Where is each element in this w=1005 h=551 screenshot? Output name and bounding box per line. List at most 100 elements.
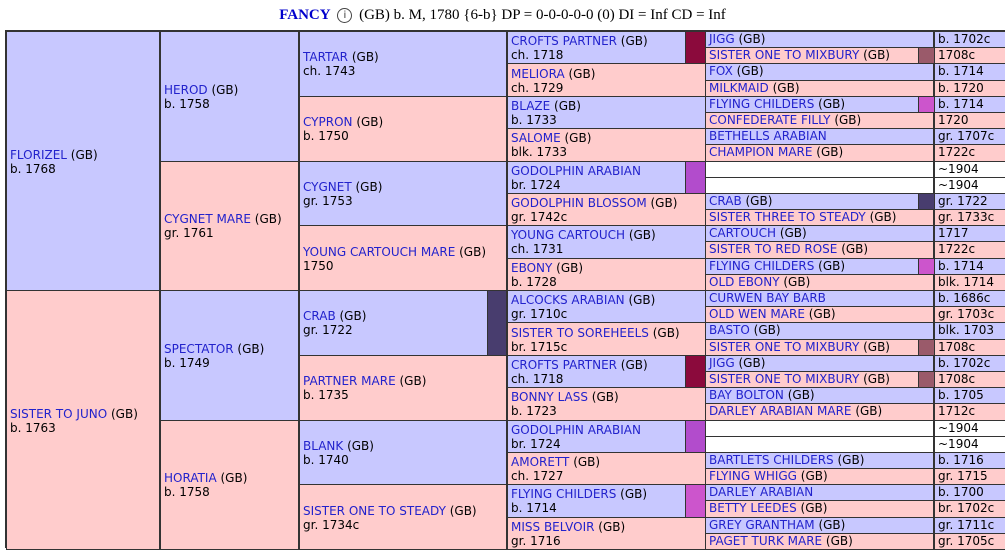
horse-name-link[interactable]: YOUNG CARTOUCH: [511, 228, 626, 243]
horse-name-link[interactable]: PARTNER MARE: [303, 374, 396, 389]
horse-name-link[interactable]: SISTER ONE TO MIXBURY: [709, 371, 860, 386]
horse-name-link[interactable]: TARTAR: [303, 50, 349, 65]
horse-country: (GB): [107, 406, 138, 421]
gen5-year-11: gr. 1733c: [934, 209, 1005, 227]
horse-name-link[interactable]: SISTER ONE TO MIXBURY: [709, 339, 860, 354]
horse-name-link[interactable]: SISTER TO RED ROSE: [709, 242, 838, 257]
horse-name-link[interactable]: JIGG: [709, 355, 735, 370]
gen4-horse-6: YOUNG CARTOUCH (GB) ch. 1731: [507, 225, 707, 259]
horse-name-link[interactable]: CURWEN BAY BARB: [709, 291, 826, 305]
horse-country: (GB): [822, 533, 853, 548]
gen5-year-25: ~1904: [934, 435, 1005, 453]
horse-name-link[interactable]: CYGNET MARE: [164, 212, 251, 227]
horse-name-link[interactable]: CHAMPION MARE: [709, 145, 813, 160]
horse-name-link[interactable]: OLD EBONY: [709, 274, 780, 289]
gen5-horse-7: CHAMPION MARE (GB): [705, 144, 934, 162]
horse-year: b. 1750: [303, 129, 349, 144]
horse-name-link[interactable]: BLAZE: [511, 98, 551, 113]
horse-name-link[interactable]: CROFTS PARTNER: [511, 357, 617, 372]
horse-name-link[interactable]: GODOLPHIN ARABIAN: [511, 163, 641, 178]
horse-year: 1750: [303, 258, 334, 273]
gen3-horse-2: CYGNET (GB) gr. 1753: [299, 160, 507, 227]
horse-name-link[interactable]: FLYING CHILDERS: [511, 487, 617, 502]
horse-name-link[interactable]: BONNY LASS: [511, 390, 588, 405]
horse-name-link[interactable]: EBONY: [511, 260, 553, 275]
horse-name-link[interactable]: FOX: [709, 64, 733, 79]
gen5-year-9: ~1904: [934, 176, 1005, 194]
horse-country: (GB): [216, 471, 248, 486]
gen5-horse-8: [705, 160, 934, 178]
gen5-horse-20: JIGG (GB): [705, 354, 934, 372]
horse-name-link[interactable]: SPECTATOR: [164, 341, 234, 356]
info-icon[interactable]: i: [337, 8, 353, 23]
horse-name-link[interactable]: DARLEY ARABIAN: [709, 485, 814, 500]
horse-name-link[interactable]: JIGG: [709, 32, 735, 46]
horse-name-link[interactable]: MISS BELVOIR: [511, 519, 595, 534]
horse-name-link[interactable]: BAY BOLTON: [709, 388, 784, 403]
horse-name-link[interactable]: FLYING CHILDERS: [709, 258, 815, 273]
gen1-horse-0: FLORIZEL (GB) b. 1768: [6, 31, 160, 291]
horse-name-link[interactable]: FLYING CHILDERS: [709, 96, 815, 111]
horse-name-link[interactable]: GREY GRANTHAM: [709, 517, 815, 532]
duplicate-marker-godolphin-arabian: [685, 419, 706, 453]
horse-name-link[interactable]: SALOME: [511, 131, 561, 146]
horse-name-link[interactable]: HEROD: [164, 82, 208, 97]
horse-name-link[interactable]: CARTOUCH: [709, 226, 777, 241]
horse-country: (GB): [796, 501, 828, 516]
horse-name-link[interactable]: CONFEDERATE FILLY: [709, 112, 831, 127]
gen5-horse-31: PAGET TURK MARE (GB): [705, 532, 934, 550]
horse-name-link[interactable]: SISTER TO JUNO: [10, 406, 108, 421]
gen5-horse-3: MILKMAID (GB): [705, 79, 934, 97]
horse-country: (GB): [594, 519, 626, 534]
horse-year: gr. 1753: [303, 193, 353, 208]
horse-name-link[interactable]: SISTER ONE TO STEADY: [303, 503, 446, 518]
horse-name-link[interactable]: DARLEY ARABIAN MARE: [709, 404, 852, 419]
horse-year: blk. 1733: [511, 145, 568, 160]
horse-name-link[interactable]: FLYING WHIGG: [709, 469, 797, 484]
horse-name-link[interactable]: CRAB: [303, 309, 336, 324]
horse-country: (GB): [624, 293, 656, 308]
horse-name-link[interactable]: CROFTS PARTNER: [511, 34, 617, 49]
horse-name-link[interactable]: HORATIA: [164, 471, 217, 486]
horse-name-link[interactable]: GODOLPHIN ARABIAN: [511, 422, 641, 437]
horse-name-link[interactable]: BARTLETS CHILDERS: [709, 452, 834, 467]
horse-country: (GB): [851, 404, 883, 419]
horse-name-link[interactable]: BASTO: [709, 323, 750, 338]
horse-name-link[interactable]: MILKMAID: [709, 80, 769, 95]
pedigree-table: FLORIZEL (GB) b. 1768 SISTER TO JUNO (GB) b…: [5, 30, 1005, 550]
horse-name-link[interactable]: AMORETT: [511, 455, 570, 470]
horse-name-link[interactable]: FLORIZEL: [10, 147, 67, 162]
horse-name-link[interactable]: ALCOCKS ARABIAN: [511, 293, 625, 308]
horse-name-link[interactable]: SISTER ONE TO MIXBURY: [709, 48, 860, 63]
horse-year: ch. 1718: [511, 371, 564, 386]
horse-country: (GB): [587, 390, 619, 405]
gen5-year-29: br. 1702c: [934, 500, 1005, 518]
horse-name-link[interactable]: SISTER THREE TO STEADY: [709, 210, 866, 225]
horse-name-link[interactable]: CRAB: [709, 193, 742, 208]
horse-name-link[interactable]: BETTY LEEDES: [709, 501, 797, 516]
horse-name-link[interactable]: PAGET TURK MARE: [709, 533, 823, 548]
horse-country: (GB): [812, 145, 844, 160]
horse-name-link[interactable]: SISTER TO SOREHEELS: [511, 325, 649, 340]
horse-year: br. 1724: [511, 177, 561, 192]
horse-name-link[interactable]: GODOLPHIN BLOSSOM: [511, 196, 647, 211]
horse-country: (GB): [859, 371, 890, 386]
gen5-horse-23: DARLEY ARABIAN MARE (GB): [705, 403, 934, 421]
gen2-horse-0: HEROD (GB) b. 1758: [160, 31, 299, 162]
horse-year: gr. 1722: [303, 323, 353, 338]
duplicate-marker-gen5-14: [918, 257, 935, 275]
horse-name-link[interactable]: BETHELLS ARABIAN: [709, 129, 827, 144]
horse-name-link[interactable]: OLD WEN MARE: [709, 307, 805, 322]
gen2-horse-3: HORATIA (GB) b. 1758: [160, 419, 299, 550]
horse-name-link[interactable]: BLANK: [303, 438, 344, 453]
horse-name-link[interactable]: CYPRON: [303, 115, 353, 130]
gen4-horse-14: FLYING CHILDERS (GB) b. 1714: [507, 484, 707, 518]
horse-name-link[interactable]: CYGNET: [303, 179, 352, 194]
horse-country: (GB): [348, 50, 379, 65]
horse-name-link[interactable]: YOUNG CARTOUCH MARE: [303, 244, 456, 259]
horse-name-link[interactable]: MELIORA: [511, 66, 565, 81]
horse-name[interactable]: FANCY: [279, 7, 331, 23]
gen5-horse-12: CARTOUCH (GB): [705, 225, 934, 243]
gen5-year-4: b. 1714: [934, 95, 1005, 113]
gen5-horse-9: [705, 176, 934, 194]
